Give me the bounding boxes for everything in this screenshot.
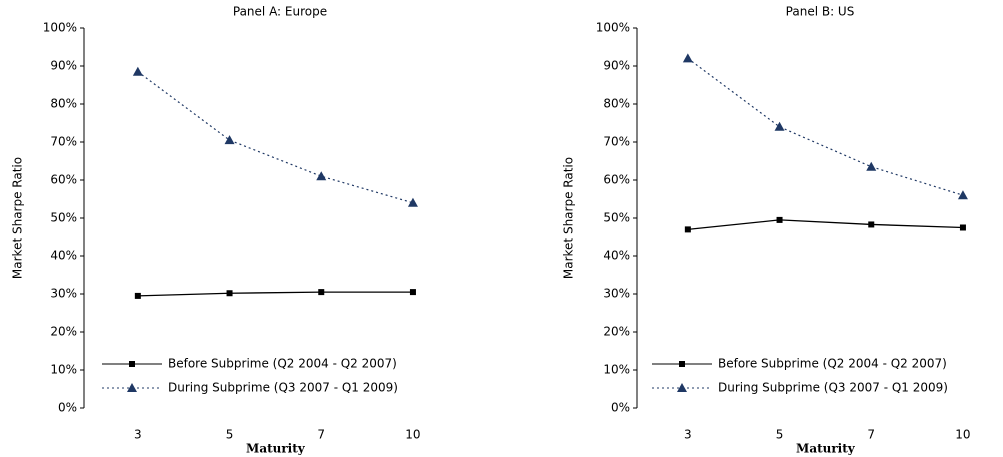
- series-line: [687, 219, 963, 231]
- x-tick-label: 10: [955, 428, 970, 442]
- marker: [407, 197, 418, 207]
- marker: [318, 289, 325, 296]
- x-axis-title: Maturity: [246, 442, 306, 456]
- legend-marker: [129, 361, 135, 367]
- y-tick-label: 0%: [611, 401, 630, 415]
- y-tick-label: 100%: [596, 21, 630, 35]
- x-tick-label: 7: [867, 428, 875, 442]
- y-tick-label: 10%: [50, 363, 77, 377]
- y-tick-label: 90%: [603, 59, 630, 73]
- marker: [134, 292, 141, 299]
- legend-label: During Subprime (Q3 2007 - Q1 2009): [718, 381, 948, 395]
- y-axis-title: Market Sharpe Ratio: [11, 157, 25, 279]
- marker: [776, 216, 783, 223]
- marker: [226, 290, 233, 297]
- marker: [868, 221, 875, 228]
- marker: [409, 289, 416, 296]
- marker: [224, 135, 235, 145]
- legend-marker: [127, 383, 137, 392]
- y-tick-label: 10%: [603, 363, 630, 377]
- y-tick-label: 40%: [50, 249, 77, 263]
- y-tick-label: 40%: [603, 249, 630, 263]
- y-tick-label: 0%: [58, 401, 77, 415]
- marker: [682, 53, 693, 63]
- legend-box: [647, 349, 1003, 403]
- x-tick-label: 10: [405, 428, 420, 442]
- series-line: [137, 71, 414, 204]
- marker: [684, 226, 691, 233]
- marker: [316, 171, 327, 181]
- series-line: [687, 57, 964, 196]
- x-axis-title: Maturity: [796, 442, 856, 456]
- x-tick-label: 5: [226, 428, 234, 442]
- marker: [132, 66, 143, 76]
- y-tick-label: 70%: [603, 135, 630, 149]
- y-tick-label: 20%: [50, 325, 77, 339]
- y-tick-label: 60%: [50, 173, 77, 187]
- y-tick-label: 30%: [50, 287, 77, 301]
- legend-marker: [679, 361, 685, 367]
- legend-marker: [677, 383, 687, 392]
- marker: [957, 190, 968, 200]
- legend-label: During Subprime (Q3 2007 - Q1 2009): [168, 381, 398, 395]
- y-tick-label: 50%: [50, 211, 77, 225]
- y-axis-title: Market Sharpe Ratio: [562, 157, 576, 279]
- legend-label: Before Subprime (Q2 2004 - Q2 2007): [168, 357, 397, 371]
- y-tick-label: 80%: [50, 97, 77, 111]
- y-tick-label: 60%: [603, 173, 630, 187]
- y-tick-label: 30%: [603, 287, 630, 301]
- x-tick-label: 7: [317, 428, 325, 442]
- x-tick-label: 3: [134, 428, 142, 442]
- y-tick-label: 50%: [603, 211, 630, 225]
- chart-title: Panel A: Europe: [233, 5, 327, 19]
- chart-title: Panel B: US: [786, 5, 855, 19]
- x-tick-label: 5: [776, 428, 784, 442]
- legend-box: [97, 349, 461, 403]
- marker: [866, 161, 877, 171]
- marker: [959, 224, 966, 231]
- y-tick-label: 70%: [50, 135, 77, 149]
- y-tick-label: 20%: [603, 325, 630, 339]
- y-tick-label: 100%: [43, 21, 77, 35]
- series-line: [137, 291, 413, 297]
- marker: [774, 121, 785, 131]
- legend-label: Before Subprime (Q2 2004 - Q2 2007): [718, 357, 947, 371]
- y-tick-label: 90%: [50, 59, 77, 73]
- x-tick-label: 3: [684, 428, 692, 442]
- y-tick-label: 80%: [603, 97, 630, 111]
